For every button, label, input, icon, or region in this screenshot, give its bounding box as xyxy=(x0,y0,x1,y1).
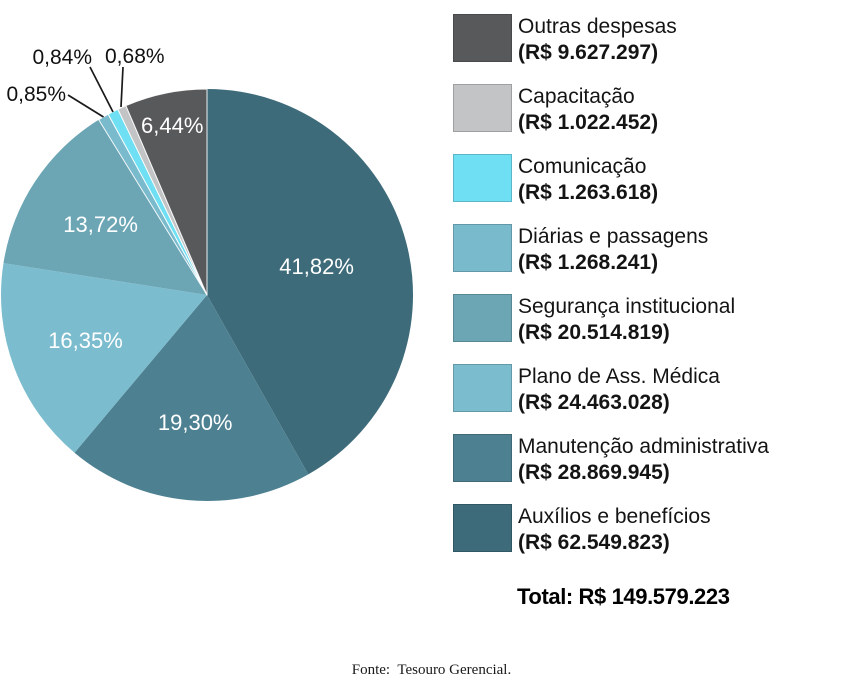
legend-item-diarias: Diárias e passagens (R$ 1.268.241) xyxy=(453,224,769,278)
legend-swatch-comunicacao xyxy=(453,154,512,202)
pie-slice-outras xyxy=(125,88,208,296)
source-note: Fonte: Tesouro Gerencial. xyxy=(351,662,512,678)
legend-item-comunicacao: Comunicação (R$ 1.263.618) xyxy=(453,154,769,208)
total-label: Total: R$ 149.579.223 xyxy=(517,584,730,609)
legend-value-outras: (R$ 9.627.297) xyxy=(518,41,659,64)
legend-label-comunicacao: Comunicação xyxy=(518,155,647,178)
legend-label-auxilios: Auxílios e benefícios xyxy=(518,505,711,528)
leader-line-diarias xyxy=(67,94,104,118)
legend-item-plano: Plano de Ass. Médica (R$ 24.463.028) xyxy=(453,364,769,418)
legend-item-outras: Outras despesas (R$ 9.627.297) xyxy=(453,14,769,68)
legend-label-diarias: Diárias e passagens xyxy=(518,225,709,248)
pie-percent-label-manutencao: 19,30% xyxy=(158,410,233,435)
legend-label-seguranca: Segurança institucional xyxy=(518,295,736,318)
pie-slice-plano xyxy=(1,263,208,453)
legend-value-diarias: (R$ 1.268.241) xyxy=(518,251,659,274)
legend-value-manutencao: (R$ 28.869.945) xyxy=(518,461,670,484)
legend-value-plano: (R$ 24.463.028) xyxy=(518,391,670,414)
legend-swatch-plano xyxy=(453,364,512,412)
pie-slice-seguranca xyxy=(3,119,208,295)
legend-label-capacitacao: Capacitação xyxy=(518,85,635,108)
pie-slice-auxilios xyxy=(207,89,414,475)
pie-slice-manutencao xyxy=(74,295,309,502)
pie-chart: 41,82% 19,30% 16,35% 13,72% 0,85% 0,84% 0,68% 6… xyxy=(1,45,414,502)
legend-item-auxilios: Auxílios e benefícios (R$ 62.549.823) xyxy=(453,504,769,558)
leader-line-comunicacao xyxy=(89,66,114,113)
legend-item-manutencao: Manutenção administrativa (R$ 28.869.945) xyxy=(453,434,769,488)
legend-swatch-manutencao xyxy=(453,434,512,482)
pie-percent-label-auxilios: 41,82% xyxy=(279,254,354,279)
legend-item-capacitacao: Capacitação (R$ 1.022.452) xyxy=(453,84,769,138)
pie-percent-label-seguranca: 13,72% xyxy=(63,212,138,237)
legend-swatch-capacitacao xyxy=(453,84,512,132)
legend-label-outras: Outras despesas xyxy=(518,15,677,38)
legend-value-comunicacao: (R$ 1.263.618) xyxy=(518,181,659,204)
legend: Outras despesas (R$ 9.627.297) Capacitação… xyxy=(453,14,769,574)
legend-value-seguranca: (R$ 20.514.819) xyxy=(518,321,670,344)
pie-percent-label-diarias: 0,85% xyxy=(6,83,66,106)
leader-line-capacitacao xyxy=(120,66,124,108)
pie-percent-label-comunicacao: 0,84% xyxy=(32,46,92,69)
legend-value-capacitacao: (R$ 1.022.452) xyxy=(518,111,659,134)
legend-label-plano: Plano de Ass. Médica xyxy=(518,365,720,388)
legend-item-seguranca: Segurança institucional (R$ 20.514.819) xyxy=(453,294,769,348)
legend-swatch-auxilios xyxy=(453,504,512,552)
legend-swatch-outras xyxy=(453,14,512,62)
legend-label-manutencao: Manutenção administrativa xyxy=(518,435,769,458)
legend-swatch-seguranca xyxy=(453,294,512,342)
legend-value-auxilios: (R$ 62.549.823) xyxy=(518,531,670,554)
pie-percent-label-plano: 16,35% xyxy=(48,328,123,353)
legend-swatch-diarias xyxy=(453,224,512,272)
pie-percent-label-capacitacao: 0,68% xyxy=(105,45,165,68)
pie-percent-label-outras: 6,44% xyxy=(141,113,203,138)
